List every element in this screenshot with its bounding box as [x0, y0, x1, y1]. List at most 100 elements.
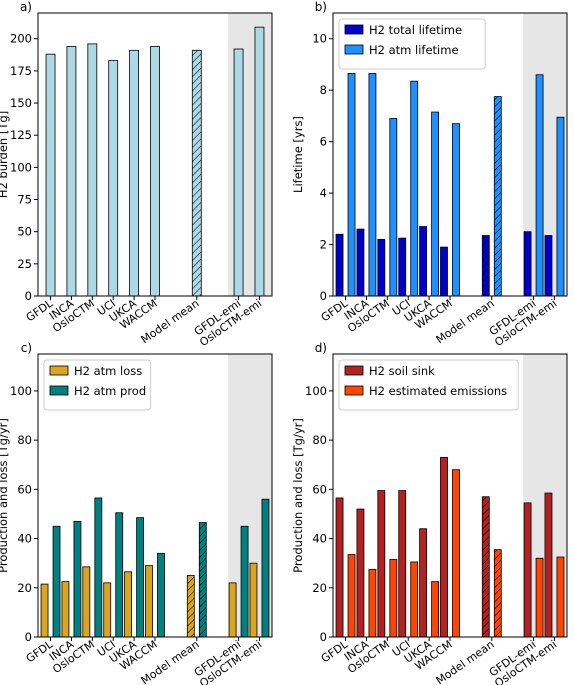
y-tick-label: 0 [25, 289, 32, 303]
panel-a: 0255075100125150175200GFDLINCAOsloCTMUCI… [0, 0, 273, 349]
y-axis-label: Production and loss [Tg/yr] [0, 418, 10, 573]
bar-a-osloctm-emi [254, 26, 265, 297]
bar-h2-atm-prod-model-mean-hatch [199, 522, 207, 637]
legend-swatch-h2-soil-sink [344, 365, 364, 376]
bar-h2-soil-sink-waccm [440, 456, 448, 638]
bar-a-uci [108, 60, 119, 297]
bar-h2-total-lifetime-inca [356, 228, 365, 297]
bar-h2-atm-loss-gfdl [40, 583, 49, 638]
bar-h2-total-lifetime-osloctm [377, 238, 386, 297]
legend-swatch-h2-estimated-emissions [344, 385, 364, 396]
bar-a-model-mean-hatch [192, 50, 202, 296]
bar-h2-estimated-emissions-uci [410, 561, 419, 638]
y-tick-label: 60 [17, 482, 32, 496]
bar-h2-atm-lifetime-gfdl [347, 73, 356, 297]
bar-h2-total-lifetime-ukca [419, 226, 428, 297]
bar-h2-atm-prod-osloctm [94, 497, 103, 638]
y-tick-label: 100 [305, 384, 327, 398]
y-tick-label: 175 [10, 64, 32, 78]
bar-h2-estimated-emissions-model-mean-hatch [494, 549, 502, 637]
y-tick-label: 100 [10, 160, 32, 174]
bar-h2-total-lifetime-osloctm-emi [544, 235, 553, 297]
bar-h2-atm-prod-gfdl [52, 525, 61, 638]
bar-h2-atm-loss-inca [61, 581, 70, 638]
bar-a-ukca [129, 49, 140, 297]
bar-h2-atm-loss-model-mean-hatch [187, 575, 195, 637]
bar-h2-atm-loss-ukca [124, 571, 133, 638]
bar-h2-atm-loss-uci [103, 582, 112, 638]
y-tick-label: 10 [312, 32, 327, 46]
bar-h2-total-lifetime-uci [398, 237, 407, 297]
bar-h2-atm-prod-osloctm-emi [261, 498, 270, 638]
bar-a-waccm [150, 46, 160, 297]
legend-label-h2-atm-lifetime: H2 atm lifetime [369, 43, 459, 57]
bar-h2-total-lifetime-model-mean-hatch [482, 235, 490, 296]
y-tick-label: 200 [10, 32, 32, 46]
bar-h2-soil-sink-ukca [419, 528, 428, 638]
bar-h2-estimated-emissions-osloctm [389, 559, 398, 638]
legend-label-h2-atm-loss: H2 atm loss [74, 364, 142, 378]
legend: H2 atm loss H2 atm prod [43, 359, 152, 411]
bar-h2-estimated-emissions-gfdl-emi [535, 557, 544, 638]
panel-d: 020406080100GFDLINCAOsloCTMUCIUKCAWACCMM… [291, 341, 568, 685]
legend-label-h2-estimated-emissions: H2 estimated emissions [369, 384, 507, 398]
bar-h2-atm-prod-gfdl-emi [240, 525, 249, 638]
y-tick-label: 25 [17, 257, 32, 271]
bar-h2-atm-lifetime-gfdl-emi [535, 74, 544, 297]
panel-c: 020406080100GFDLINCAOsloCTMUCIUKCAWACCMM… [0, 341, 273, 685]
legend-swatch-h2-total-lifetime [344, 24, 364, 35]
panel-label: a) [20, 0, 32, 14]
bar-h2-atm-loss-gfdl-emi [228, 582, 237, 638]
bar-h2-estimated-emissions-inca [368, 568, 377, 638]
bar-h2-atm-lifetime-inca [368, 73, 377, 297]
bar-h2-atm-lifetime-osloctm [389, 118, 398, 297]
bar-h2-soil-sink-gfdl [335, 497, 344, 638]
legend: H2 soil sink H2 estimated emissions [338, 359, 519, 411]
y-axis-label: Production and loss [Tg/yr] [291, 418, 305, 573]
bar-h2-atm-lifetime-waccm [452, 123, 460, 297]
bar-h2-atm-lifetime-osloctm-emi [556, 116, 565, 297]
y-axis-label: Lifetime [yrs] [291, 116, 305, 193]
bar-h2-total-lifetime-gfdl [335, 233, 344, 297]
legend-swatch-h2-atm-lifetime [344, 44, 364, 55]
bar-a-osloctm [87, 43, 98, 297]
legend-box [338, 359, 519, 411]
y-tick-label: 125 [10, 128, 32, 142]
bar-a-inca [66, 46, 77, 297]
legend-box [43, 359, 152, 411]
legend-label-h2-soil-sink: H2 soil sink [369, 364, 435, 378]
y-tick-label: 0 [25, 630, 32, 644]
y-tick-label: 60 [312, 482, 327, 496]
y-tick-label: 8 [320, 83, 327, 97]
y-tick-label: 20 [312, 581, 327, 595]
y-tick-label: 6 [320, 135, 327, 149]
legend-box [338, 18, 486, 70]
bar-h2-total-lifetime-waccm [440, 246, 448, 297]
y-tick-label: 40 [17, 532, 32, 546]
y-tick-label: 50 [17, 225, 32, 239]
panel-label: b) [315, 0, 327, 14]
bar-h2-atm-loss-osloctm [82, 566, 91, 638]
panel-b: 0246810GFDLINCAOsloCTMUCIUKCAWACCMModel … [291, 0, 568, 349]
y-tick-label: 80 [17, 433, 32, 447]
y-tick-label: 40 [312, 532, 327, 546]
bar-h2-atm-prod-ukca [136, 517, 145, 638]
bar-h2-soil-sink-osloctm [377, 490, 386, 638]
legend-swatch-h2-atm-loss [49, 365, 69, 376]
y-tick-label: 2 [320, 238, 327, 252]
bar-h2-atm-prod-inca [73, 520, 82, 638]
bar-h2-estimated-emissions-osloctm-emi [556, 556, 565, 638]
panel-label: c) [21, 341, 32, 355]
bar-h2-atm-loss-osloctm-emi [249, 562, 258, 638]
legend: H2 total lifetime H2 atm lifetime [338, 18, 486, 70]
y-tick-label: 4 [320, 186, 327, 200]
bar-h2-atm-loss-waccm [145, 565, 153, 638]
bar-h2-soil-sink-model-mean-hatch [482, 496, 490, 637]
bar-h2-total-lifetime-gfdl-emi [523, 231, 532, 297]
bar-h2-atm-lifetime-model-mean-hatch [494, 96, 502, 296]
panel-label: d) [315, 341, 327, 355]
legend-swatch-h2-atm-prod [49, 385, 69, 396]
bar-h2-estimated-emissions-ukca [431, 581, 440, 638]
legend-label-h2-total-lifetime: H2 total lifetime [369, 23, 462, 37]
